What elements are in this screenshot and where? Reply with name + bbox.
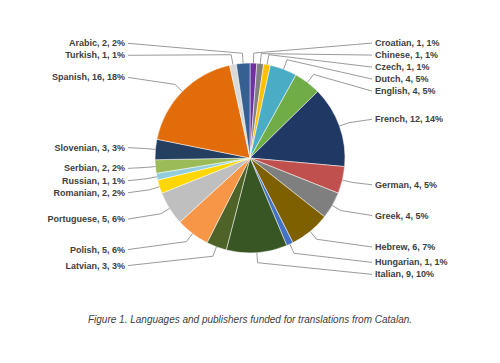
svg-text:Arabic, 2, 2%: Arabic, 2, 2% bbox=[69, 38, 125, 48]
svg-text:German, 4, 5%: German, 4, 5% bbox=[375, 180, 437, 190]
svg-text:Romanian, 2, 2%: Romanian, 2, 2% bbox=[53, 188, 125, 198]
svg-text:Croatian, 1, 1%: Croatian, 1, 1% bbox=[375, 38, 440, 48]
svg-text:Russian, 1, 1%: Russian, 1, 1% bbox=[62, 176, 125, 186]
html-text:Figure 1. Languages and publis: Figure 1. Languages and publishers funde… bbox=[88, 314, 412, 325]
svg-text:English, 4, 5%: English, 4, 5% bbox=[375, 86, 436, 96]
svg-text:Italian, 9, 10%: Italian, 9, 10% bbox=[375, 269, 434, 279]
svg-text:Spanish, 16, 18%: Spanish, 16, 18% bbox=[52, 72, 125, 82]
svg-text:Slovenian, 3, 3%: Slovenian, 3, 3% bbox=[54, 143, 125, 153]
svg-text:French, 12, 14%: French, 12, 14% bbox=[375, 114, 443, 124]
svg-text:Portuguese, 5, 6%: Portuguese, 5, 6% bbox=[47, 214, 125, 224]
svg-text:Greek, 4, 5%: Greek, 4, 5% bbox=[375, 211, 429, 221]
svg-text:Latvian, 3, 3%: Latvian, 3, 3% bbox=[65, 261, 125, 271]
svg-text:Hebrew, 6, 7%: Hebrew, 6, 7% bbox=[375, 242, 435, 252]
svg-text:Dutch, 4, 5%: Dutch, 4, 5% bbox=[375, 74, 429, 84]
svg-text:Czech, 1, 1%: Czech, 1, 1% bbox=[375, 62, 430, 72]
svg-text:Turkish, 1, 1%: Turkish, 1, 1% bbox=[65, 50, 125, 60]
svg-text:Polish, 5, 6%: Polish, 5, 6% bbox=[70, 245, 125, 255]
svg-text:Serbian, 2, 2%: Serbian, 2, 2% bbox=[64, 163, 125, 173]
svg-text:Chinese, 1, 1%: Chinese, 1, 1% bbox=[375, 50, 438, 60]
svg-text:Hungarian, 1, 1%: Hungarian, 1, 1% bbox=[375, 257, 448, 267]
